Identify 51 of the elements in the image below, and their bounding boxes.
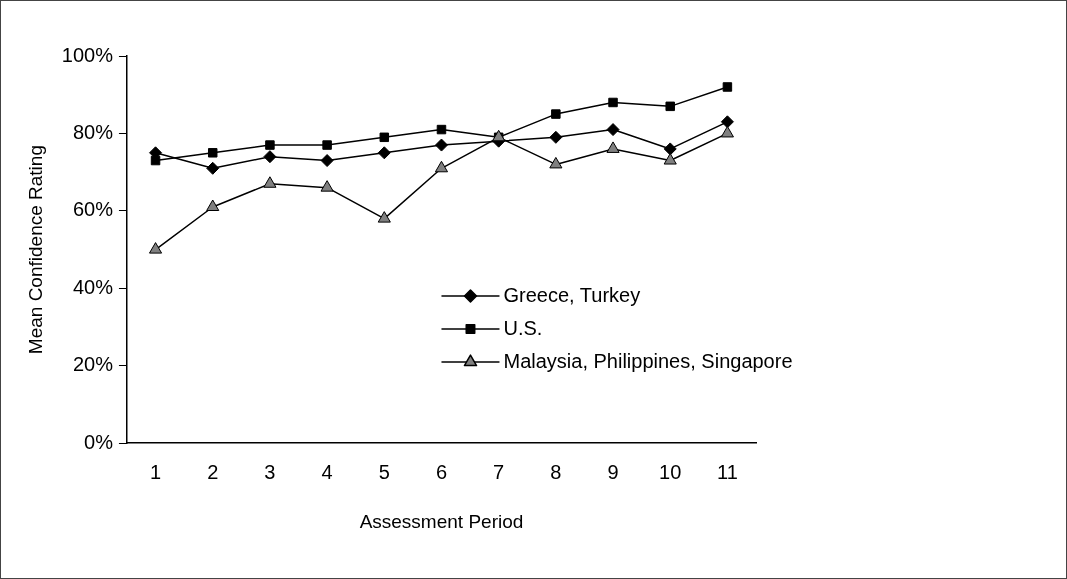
point	[663, 153, 677, 165]
legend-label: U.S.	[503, 316, 543, 339]
point	[320, 180, 334, 192]
y-tick-label: 40%	[72, 275, 114, 298]
point	[551, 109, 561, 119]
point	[434, 138, 448, 152]
point	[436, 124, 447, 135]
x-tick-label: 10	[659, 460, 682, 483]
point	[377, 211, 391, 223]
point	[549, 156, 563, 169]
y-tick-label: 80%	[72, 120, 114, 143]
x-tick-label: 4	[321, 460, 333, 483]
x-axis-title: Assessment Period	[359, 510, 524, 532]
x-tick-label: 1	[149, 460, 162, 483]
y-tick-label: 0%	[84, 430, 114, 453]
point	[434, 160, 449, 173]
point	[606, 141, 620, 153]
x-tick-label: 6	[435, 460, 448, 483]
x-tick-label: 7	[493, 460, 505, 483]
x-tick-label: 3	[264, 460, 276, 483]
point	[379, 132, 390, 143]
x-tick-label: 5	[378, 460, 390, 483]
point	[150, 155, 161, 166]
point	[722, 82, 733, 92]
x-tick-label: 9	[607, 460, 619, 483]
y-tick-label: 20%	[72, 353, 114, 376]
y-tick-label: 60%	[72, 198, 114, 221]
x-tick-label: 2	[207, 460, 219, 483]
point	[265, 140, 275, 150]
point	[206, 199, 220, 212]
point	[720, 115, 734, 129]
x-tick-label: 11	[717, 460, 738, 483]
y-axis-title: Mean Confidence Rating	[24, 145, 46, 355]
legend-label: Greece, Turkey	[503, 283, 641, 306]
point	[663, 142, 677, 156]
point	[206, 161, 220, 175]
y-tick-label: 100%	[61, 43, 114, 66]
point	[322, 140, 332, 150]
point	[606, 123, 620, 137]
x-tick-label: 8	[550, 460, 562, 483]
point	[720, 125, 734, 138]
legend-label: Malaysia, Philippines, Singapore	[503, 349, 793, 372]
point	[377, 146, 391, 160]
point	[148, 242, 163, 254]
point	[263, 150, 277, 164]
point	[665, 101, 675, 112]
point	[263, 176, 277, 188]
point	[608, 97, 618, 108]
point	[207, 148, 218, 158]
point	[320, 154, 334, 168]
point	[549, 130, 563, 144]
